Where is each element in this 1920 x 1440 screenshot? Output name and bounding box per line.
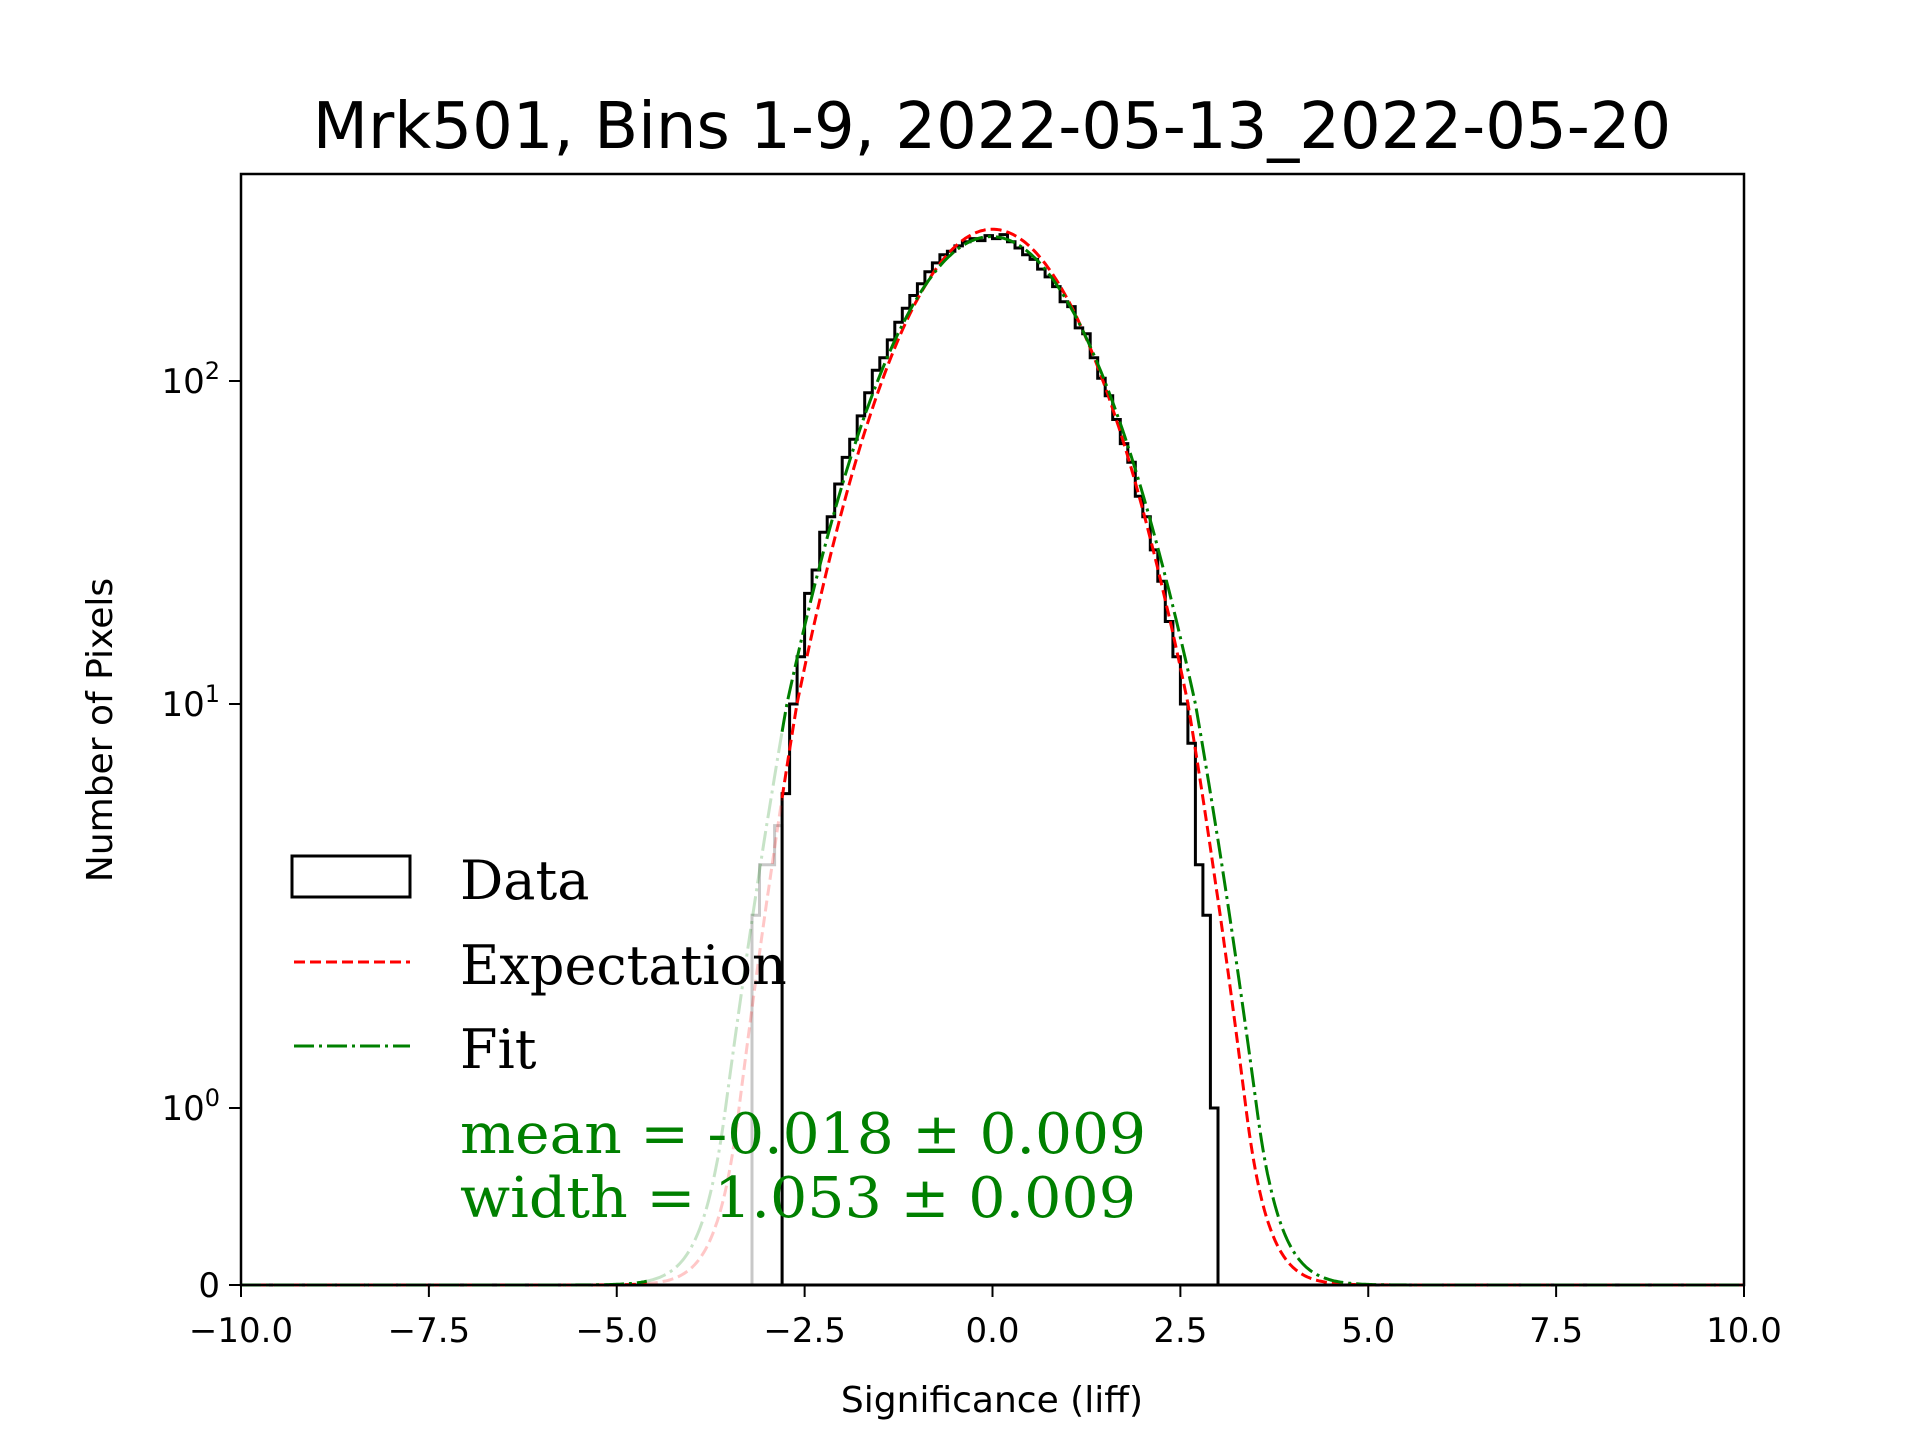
- x-tick-label: 0.0: [965, 1311, 1019, 1351]
- expectation-curve-segment-1: [646, 797, 784, 1286]
- x-tick-label: −10.0: [189, 1311, 293, 1351]
- fit-curve-segment-2: [780, 235, 1744, 1287]
- x-axis-label: Significance (liff): [841, 1380, 1143, 1421]
- fit-mean-annotation: mean = -0.018 ± 0.009: [460, 1102, 1146, 1167]
- y-axis-ticks: 0 100 101 102: [161, 357, 241, 1306]
- x-tick-label: 7.5: [1529, 1311, 1583, 1351]
- y-tick-label: 101: [161, 680, 220, 725]
- legend-expectation-label: Expectation: [460, 934, 787, 997]
- x-tick-label: 5.0: [1341, 1311, 1395, 1351]
- x-tick-label: −2.5: [763, 1311, 846, 1351]
- fit-curve-segment-1: [646, 731, 784, 1283]
- x-axis-ticks: −10.0 −7.5 −5.0 −2.5 0.0 2.5 5.0 7.5 10.0: [189, 1285, 1782, 1351]
- axes-frame: [239, 172, 1746, 1287]
- y-tick-label: 102: [161, 357, 220, 402]
- x-tick-label: 10.0: [1706, 1311, 1782, 1351]
- excluded-data-histogram: [750, 824, 784, 1285]
- fit-width-annotation: width = 1.053 ± 0.009: [460, 1166, 1136, 1231]
- chart-title: Mrk501, Bins 1-9, 2022-05-13_2022-05-20: [313, 90, 1671, 164]
- y-tick-label: 0: [198, 1266, 220, 1306]
- expectation-curve-segment-2: [780, 227, 1744, 1287]
- y-tick-label: 100: [161, 1084, 220, 1129]
- x-tick-label: −5.0: [575, 1311, 658, 1351]
- x-tick-label: 2.5: [1153, 1311, 1207, 1351]
- y-axis-label: Number of Pixels: [80, 578, 121, 882]
- legend-data-label: Data: [460, 849, 589, 912]
- legend-fit-label: Fit: [460, 1018, 537, 1081]
- legend-data-swatch: [290, 854, 412, 899]
- legend: Data Expectation Fit: [290, 849, 787, 1081]
- x-tick-label: −7.5: [388, 1311, 471, 1351]
